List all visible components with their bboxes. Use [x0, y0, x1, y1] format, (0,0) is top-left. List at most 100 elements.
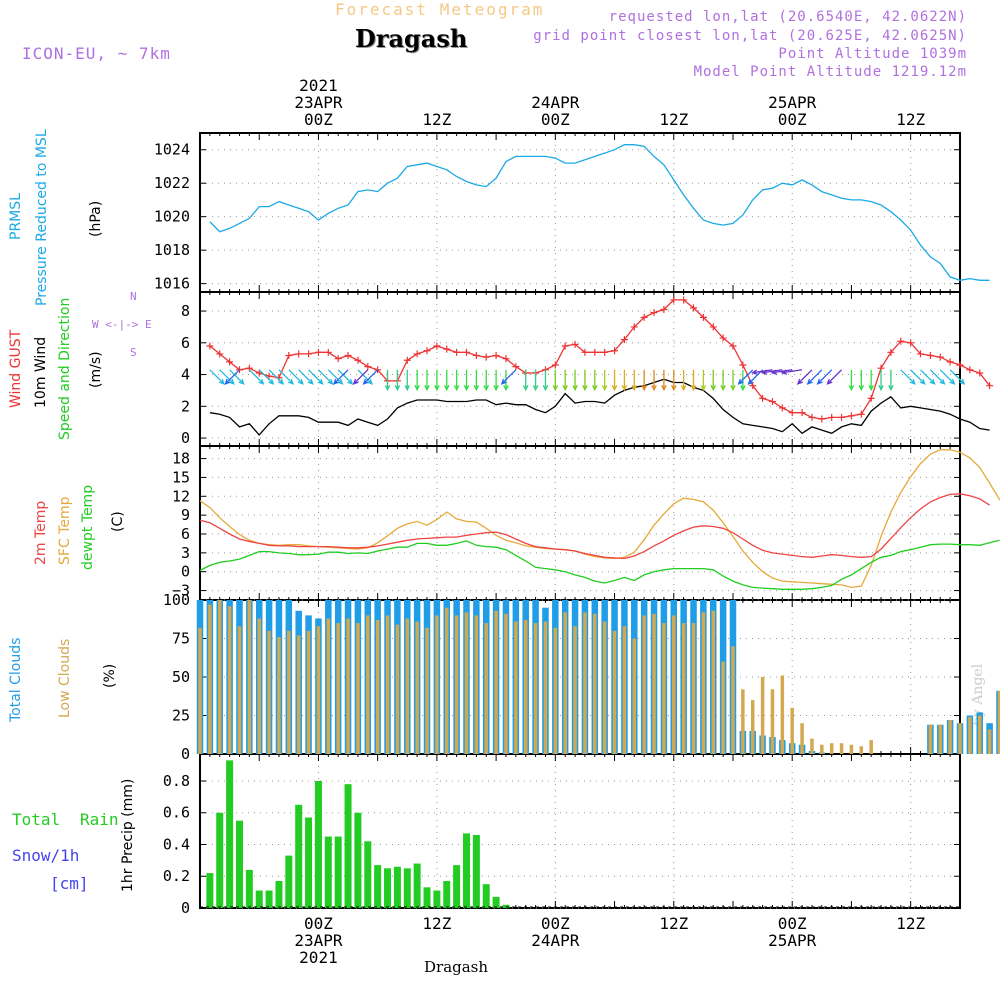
- wind-10m-line: [209, 378, 990, 436]
- y-tick-label: 0: [181, 429, 190, 447]
- wind-arrow: [500, 369, 517, 385]
- wind-arrow: [920, 369, 936, 385]
- low-cloud-bar: [750, 700, 755, 754]
- wind-arrow: [434, 369, 440, 392]
- footer-location: Dragash: [424, 958, 489, 976]
- y-tick-label: 100: [163, 591, 190, 609]
- low-cloud-bar: [662, 623, 666, 754]
- bottom-time-label: 00Z: [304, 914, 333, 933]
- wind-arrow: [219, 369, 235, 385]
- gust-marker: [670, 296, 678, 304]
- wind-arrow: [483, 369, 489, 392]
- wind-arrow: [900, 369, 916, 385]
- gust-marker: [324, 348, 332, 356]
- y-tick-label: 12: [172, 487, 190, 505]
- gust-marker: [986, 382, 994, 390]
- gust-marker: [364, 363, 372, 371]
- low-cloud-bar: [336, 623, 340, 754]
- precip-bar: [285, 855, 293, 908]
- chart-subtitle: Forecast Meteogram: [335, 0, 545, 19]
- location-title: Dragash: [355, 24, 468, 53]
- gust-marker: [660, 305, 668, 313]
- wind-arrow: [700, 369, 707, 392]
- wind-arrow: [641, 369, 647, 392]
- wind-arrow: [858, 369, 865, 392]
- low-cloud-bar: [237, 626, 242, 754]
- precip-bar: [324, 836, 332, 908]
- gust-marker: [502, 355, 510, 363]
- gust-marker: [354, 356, 362, 364]
- wind-arrow: [337, 369, 354, 385]
- precip-bar: [216, 812, 224, 908]
- top-time-label: 00Z: [778, 110, 807, 129]
- low-cloud-bar: [701, 612, 706, 754]
- wind-arrow: [720, 369, 726, 392]
- wind-arrow: [258, 369, 275, 385]
- wind-arrow: [229, 369, 245, 385]
- low-cloud-bar: [573, 626, 577, 754]
- wind-arrow: [592, 369, 598, 392]
- wind-arrow: [826, 369, 843, 385]
- wind-arrow: [651, 369, 657, 392]
- point-altitude: Point Altitude 1039m: [778, 46, 967, 62]
- low-cloud-bar: [672, 615, 676, 754]
- precip-rain-label: Rain: [80, 810, 119, 829]
- y-tick-label: 6: [181, 525, 190, 543]
- wind-arrow: [780, 369, 803, 375]
- wind-arrow: [453, 369, 460, 392]
- low-cloud-bar: [612, 630, 617, 754]
- wind-arrow: [816, 369, 833, 385]
- low-cloud-bar: [741, 689, 745, 754]
- wind-arrow: [760, 369, 783, 375]
- low-cloud-bar: [948, 720, 952, 754]
- y-tick-label: 50: [172, 668, 190, 686]
- wind-arrow: [910, 369, 926, 385]
- precip-bar: [295, 804, 303, 908]
- dewpt-line: [199, 539, 1000, 590]
- low-cloud-bar: [968, 717, 972, 754]
- gust-marker: [611, 347, 619, 355]
- y-tick-label: 0.6: [163, 804, 190, 822]
- wind-arrow: [929, 369, 946, 385]
- bottom-date-label: 24APR: [531, 931, 580, 950]
- y-tick-label: 0: [181, 745, 190, 763]
- low-cloud-bar: [928, 724, 933, 754]
- wind-arrow: [362, 369, 379, 385]
- bottom-date-label: 25APR: [768, 931, 817, 950]
- precip-bar: [305, 817, 313, 908]
- top-time-label: 12Z: [896, 110, 925, 129]
- low-cloud-bar: [810, 738, 814, 754]
- low-cloud-bar: [257, 618, 261, 754]
- gust-marker: [966, 366, 974, 374]
- gust-marker: [798, 409, 806, 417]
- low-cloud-bar: [869, 740, 873, 754]
- gust-marker: [946, 358, 954, 366]
- wind-arrow: [582, 369, 588, 392]
- gust-marker: [453, 348, 461, 356]
- wind-arrow: [308, 369, 324, 385]
- low-cloud-bar: [306, 630, 311, 754]
- wind-arrow: [806, 369, 823, 385]
- wind-arrow: [750, 369, 773, 375]
- low-cloud-bar: [533, 623, 538, 754]
- bottom-time-label: 00Z: [541, 914, 570, 933]
- gust-marker: [788, 409, 796, 417]
- wind-arrow: [522, 369, 529, 392]
- gust-marker: [601, 348, 609, 356]
- low-cloud-bar: [405, 618, 410, 754]
- y-tick-label: 4: [181, 366, 190, 384]
- wind-arrow: [939, 369, 956, 385]
- low-cloud-bar: [563, 612, 567, 754]
- gust-marker: [571, 340, 579, 348]
- precip-snow-unit: [cm]: [50, 874, 89, 893]
- low-cloud-bar: [820, 744, 824, 754]
- wind-arrow: [710, 369, 717, 392]
- low-cloud-bar: [514, 621, 518, 754]
- gust-marker: [976, 369, 984, 377]
- low-cloud-bar: [583, 612, 587, 754]
- gust-marker: [265, 372, 273, 380]
- precip-bar: [443, 881, 451, 908]
- wind-arrow: [463, 369, 470, 392]
- gust-marker: [561, 342, 569, 350]
- wind-arrow: [949, 369, 966, 385]
